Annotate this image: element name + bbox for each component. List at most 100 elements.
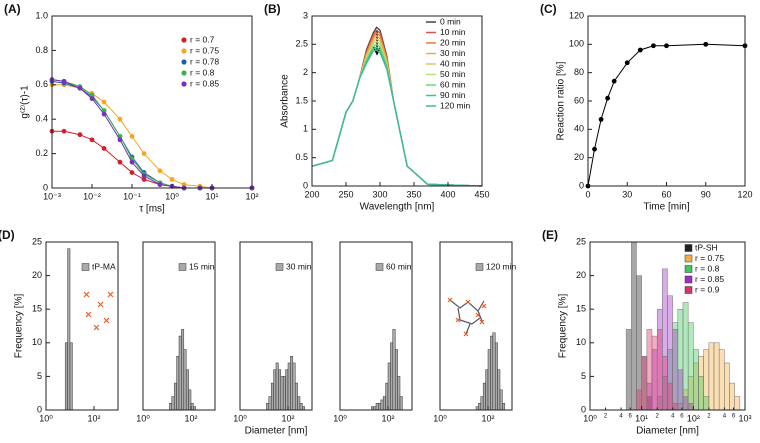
histogram-bar [266,403,270,411]
legend-label: r = 0.85 [695,274,724,284]
y-tick-label: 0 [37,404,42,414]
marker [101,99,107,105]
legend-label: r = 0.85 [190,78,219,88]
marker [89,92,95,98]
histogram-bar [490,335,494,411]
x-tick-label: 10¹ [205,191,218,201]
histogram-bar [290,355,294,411]
histogram-bar [672,329,679,411]
plot-frame [439,241,513,411]
marker [129,170,135,175]
histogram-bar [176,355,180,411]
x-tick-label: 10⁰ [165,191,179,201]
histogram-bar [651,335,658,411]
histogram-bar [485,369,489,411]
legend-label: r = 0.8 [695,263,720,273]
panel-label: (D) [0,228,15,242]
y-tick-label: 10 [32,337,42,347]
marker [89,137,95,143]
marker [117,116,123,122]
histogram-bar [625,329,632,411]
legend-swatch [684,265,693,273]
panel-label: (E) [542,228,558,242]
x-tick-label: 10⁰ [233,413,247,423]
legend-label: 30 min [440,48,466,58]
histogram-bar [672,403,679,411]
histogram-bar [677,369,684,411]
legend-label: 60 min [440,79,466,89]
x-tick-label: 10² [184,413,197,423]
histogram-bar [375,403,379,411]
marker [129,134,135,139]
histogram-bar [285,369,289,411]
marker [169,177,175,182]
marker [129,159,135,165]
histogram-bar [631,241,637,411]
histogram-bar [299,403,303,411]
histogram-bar [387,362,391,411]
histogram-bar [292,362,296,411]
histogram-bar [185,369,189,411]
histogram-bar [193,406,197,411]
plot-frame [339,241,413,411]
legend-swatch [684,244,693,252]
histogram-bar [273,369,277,411]
y-tick-label: 0.6 [35,79,48,89]
x-tick-label: 120 [737,189,752,199]
y-tick-label: 2.5 [295,39,308,49]
histogram-bar [268,396,272,411]
histogram-bar [294,382,298,411]
y-tick-label: 0.5 [295,152,308,162]
x-axis-label: Diameter [nm] [245,426,308,437]
histogram-bar [280,376,284,411]
x-tick-label: 10² [281,413,294,423]
x-tick-label: 10⁰ [583,413,597,423]
legend-label: 30 min [286,261,312,271]
histogram-bar [397,376,401,411]
marker [77,132,83,138]
y-tick-label: 40 [574,124,584,134]
x-tick-label: 10³ [738,413,751,423]
histogram-bar [687,322,694,411]
y-tick-label: 0.2 [35,148,48,158]
histogram-bar [385,382,389,411]
plot-frame [239,241,313,411]
legend-label: 15 min [189,261,215,271]
histogram-bar [475,406,479,411]
legend-label: 90 min [440,90,466,100]
line [52,84,252,189]
plot-frame [587,15,746,187]
legend-label: 60 min [386,261,412,271]
y-axis-label: g⁽²⁾(τ)-1 [20,85,31,119]
x-tick-label: 2 [604,414,608,420]
legend-marker [181,81,187,87]
y-tick-label: 120 [569,10,584,20]
histogram-bar [698,376,704,411]
x-tick-label: 10⁻² [83,191,101,201]
legend-label: 120 min [440,100,471,110]
plot-frame [51,15,253,189]
y-tick-label: 5 [581,371,586,381]
x-tick-label: 10¹ [635,413,648,423]
legend-label: tP-SH [695,242,718,252]
y-axis-label: Frequency [%] [14,294,25,359]
legend-swatch [475,263,484,271]
x-tick-label: 10⁰ [333,413,347,423]
histogram-bar [708,342,715,411]
x-tick-label: 250 [338,189,353,199]
x-tick-label: 300 [372,189,387,199]
y-tick-label: 15 [32,304,42,314]
histogram-bar [183,349,187,411]
legend-label: r = 0.9 [695,284,720,294]
x-tick-label: 6 [680,414,684,420]
y-tick-label: 0 [303,180,308,190]
marker [605,95,611,101]
marker [181,182,187,187]
x-tick-label: 200 [304,189,319,199]
histogram-bar [499,389,503,411]
panel-label: (C) [540,2,557,16]
histogram-bar [636,389,642,411]
marker [703,41,709,47]
legend-label: r = 0.75 [190,45,219,55]
